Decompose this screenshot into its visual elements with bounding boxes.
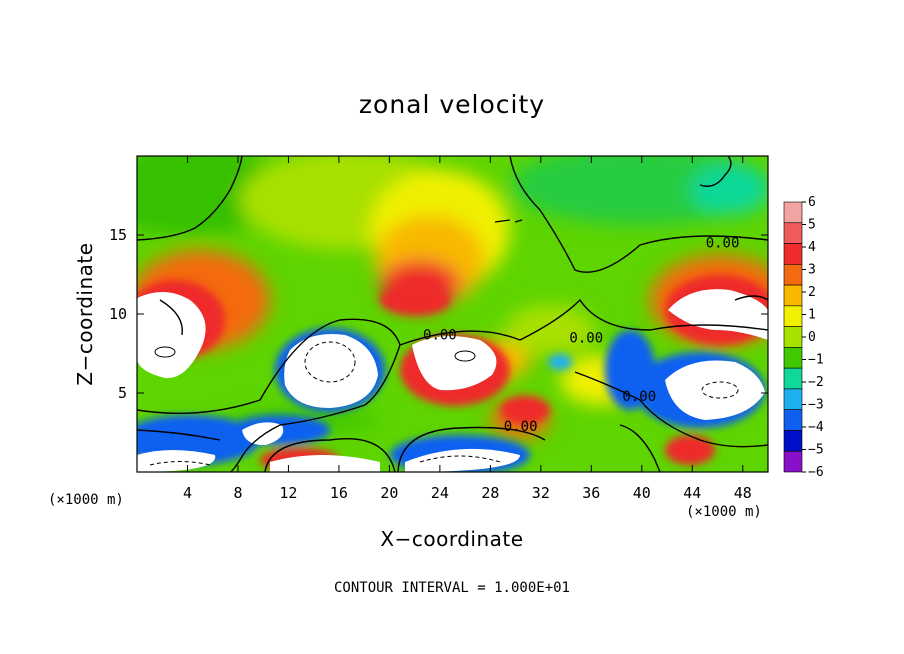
contour-lines bbox=[137, 156, 768, 472]
colorbar-label: 1 bbox=[808, 308, 816, 323]
colorbar-label: −5 bbox=[808, 443, 824, 458]
colorbar-swatch bbox=[783, 409, 803, 431]
x-tick-label: 24 bbox=[431, 484, 449, 502]
x-unit-label: (×1000 m) bbox=[686, 504, 762, 520]
x-tick-label: 8 bbox=[233, 484, 242, 502]
colorbar-swatch bbox=[783, 450, 803, 473]
contour-interval-note: CONTOUR INTERVAL = 1.000E+01 bbox=[334, 580, 570, 596]
x-tick-label: 32 bbox=[532, 484, 550, 502]
colorbar-label: 3 bbox=[808, 263, 816, 278]
colorbar-swatch bbox=[783, 388, 803, 410]
contour-label: 0.00 bbox=[423, 327, 457, 343]
velocity-field bbox=[137, 156, 768, 472]
contour-labels: 0.00 0.00 0.00 0.00 0.00 bbox=[423, 236, 739, 435]
colorbar-label: 4 bbox=[808, 240, 816, 255]
y-axis-title: Z−coordinate bbox=[73, 242, 97, 385]
colorbar-swatch bbox=[783, 347, 803, 369]
x-tick-label: 4 bbox=[183, 484, 192, 502]
colorbar-label: −4 bbox=[808, 420, 824, 435]
colorbar-swatch bbox=[783, 326, 803, 348]
colorbar-label: 5 bbox=[808, 218, 816, 233]
dashed-contours bbox=[149, 341, 739, 466]
x-tick-label: 28 bbox=[481, 484, 499, 502]
colorbar-swatch bbox=[783, 305, 803, 327]
colorbar-label: −6 bbox=[808, 465, 824, 480]
y-axis: 5 10 15 bbox=[109, 226, 768, 402]
x-tick-label: 48 bbox=[734, 484, 752, 502]
colorbar: 6 5 4 3 2 1 0 −1 −2 −3 −4 −5 −6 bbox=[783, 195, 824, 480]
x-axis-title: X−coordinate bbox=[380, 527, 523, 551]
x-tick-label: 44 bbox=[683, 484, 701, 502]
x-tick-label: 16 bbox=[330, 484, 348, 502]
colorbar-label: −3 bbox=[808, 398, 824, 413]
y-tick-label: 10 bbox=[109, 305, 127, 323]
colorbar-swatch bbox=[783, 284, 803, 307]
colorbar-swatch bbox=[783, 264, 803, 286]
colorbar-label: 6 bbox=[808, 195, 816, 210]
colorbar-swatch bbox=[783, 430, 803, 452]
colorbar-label: −1 bbox=[808, 353, 824, 368]
colorbar-swatch bbox=[783, 222, 803, 244]
y-tick-label: 5 bbox=[118, 384, 127, 402]
colorbar-swatch bbox=[783, 201, 803, 224]
contour-label: 0.00 bbox=[569, 330, 603, 346]
contour-label: 0.00 bbox=[622, 389, 656, 405]
x-tick-label: 20 bbox=[380, 484, 398, 502]
small-contours bbox=[154, 346, 476, 362]
contour-label: 0.00 bbox=[706, 236, 740, 252]
contour-label: 0.00 bbox=[504, 419, 538, 435]
y-unit-label: (×1000 m) bbox=[48, 492, 124, 508]
y-tick-label: 15 bbox=[109, 226, 127, 244]
colorbar-swatch bbox=[783, 243, 803, 265]
colorbar-swatch bbox=[783, 367, 803, 390]
x-axis: 4 8 12 16 20 24 28 32 36 40 44 48 bbox=[183, 156, 752, 502]
x-tick-label: 12 bbox=[279, 484, 297, 502]
colorbar-label: 2 bbox=[808, 285, 816, 300]
colorbar-label: 0 bbox=[808, 330, 816, 345]
x-tick-label: 36 bbox=[582, 484, 600, 502]
colorbar-label: −2 bbox=[808, 375, 824, 390]
x-tick-label: 40 bbox=[633, 484, 651, 502]
chart-title: zonal velocity bbox=[359, 90, 545, 119]
